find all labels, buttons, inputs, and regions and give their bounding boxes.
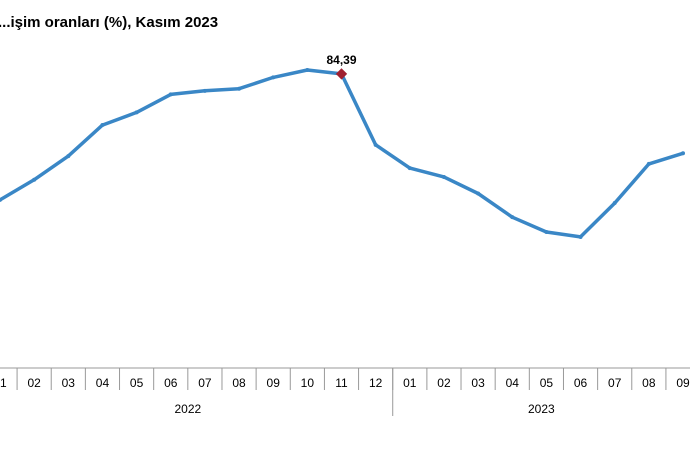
- year-group: 2022 2023: [174, 368, 555, 416]
- annotation-group: 84,39: [326, 53, 357, 80]
- data-point: [681, 151, 685, 156]
- x-tick-label: 10: [301, 376, 315, 390]
- data-point: [407, 166, 412, 171]
- data-point: [544, 230, 549, 234]
- year-label: 2022: [174, 402, 201, 416]
- x-tick-label: 03: [471, 376, 485, 390]
- data-point: [100, 123, 105, 128]
- data-point: [578, 234, 583, 239]
- x-tick-label: 02: [27, 376, 41, 390]
- series-line: [0, 68, 685, 239]
- data-label: 84,39: [326, 53, 356, 67]
- point-group: [0, 68, 685, 239]
- x-tick-label: 04: [96, 376, 110, 390]
- data-point: [646, 161, 651, 166]
- x-tick-label: 06: [164, 376, 178, 390]
- data-point: [168, 92, 173, 97]
- chart-title: ...işim oranları (%), Kasım 2023: [0, 14, 219, 31]
- data-point: [476, 191, 481, 196]
- data-point: [271, 75, 276, 80]
- x-tick-label: 05: [130, 376, 144, 390]
- data-point: [134, 110, 139, 115]
- x-tick-label: 07: [198, 376, 212, 390]
- x-tick-label: 03: [62, 376, 76, 390]
- data-point: [32, 177, 37, 182]
- x-tick-label: 09: [676, 376, 690, 390]
- x-tick-label: 02: [437, 376, 451, 390]
- data-point: [373, 142, 378, 147]
- data-point: [510, 215, 515, 220]
- tick-group: 01 02 03 04 05 06 07 08 09 10 11 12 01 02 03 04 05 06 07 08…: [0, 368, 690, 390]
- x-tick-label: 08: [232, 376, 246, 390]
- x-tick-label: 01: [403, 376, 417, 390]
- x-tick-label: 07: [608, 376, 622, 390]
- x-tick-label: 01: [0, 376, 7, 390]
- x-tick-label: 04: [506, 376, 520, 390]
- x-tick-label: 11: [335, 376, 348, 390]
- x-tick-label: 08: [642, 376, 656, 390]
- highlight-marker: [335, 68, 348, 80]
- x-tick-label: 06: [574, 376, 588, 390]
- x-tick-label: 12: [369, 376, 383, 390]
- data-point: [305, 68, 310, 72]
- data-point: [0, 197, 2, 202]
- x-tick-label: 09: [267, 376, 281, 390]
- data-point: [237, 86, 242, 91]
- data-point: [202, 88, 207, 93]
- year-label: 2023: [528, 402, 555, 416]
- data-point: [441, 174, 446, 179]
- x-tick-label: 05: [540, 376, 554, 390]
- data-point: [66, 154, 71, 159]
- data-point: [612, 201, 617, 206]
